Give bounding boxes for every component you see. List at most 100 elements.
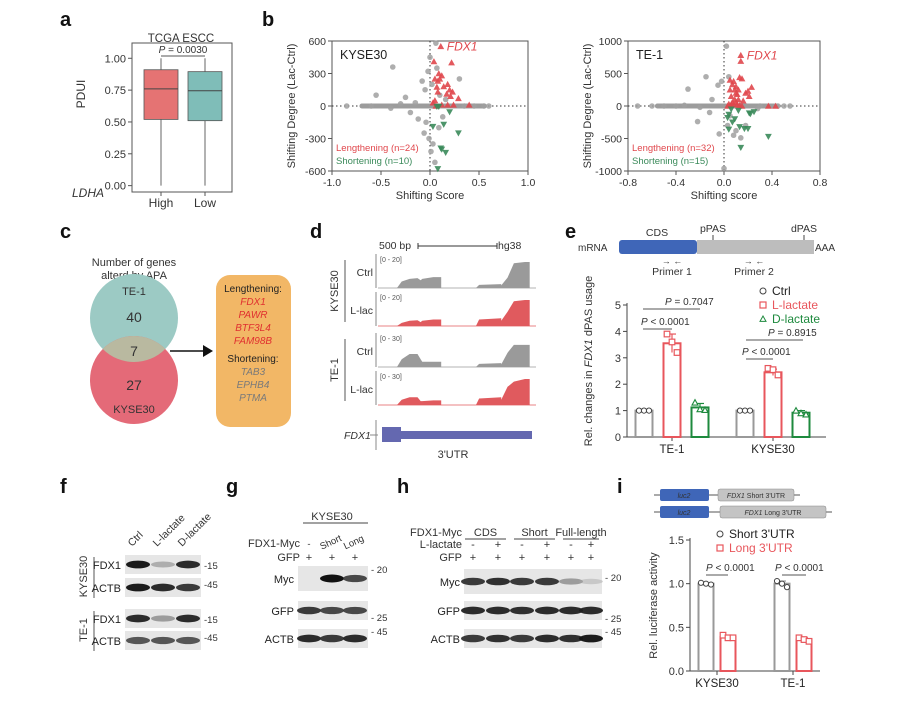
data-point: [697, 579, 705, 586]
data-point: [774, 371, 782, 379]
panel-b-te1-scatter: -1000 -500 0 500 1000 -0.8 -0.4 0.0 0.4 0.8 TE-1 FD…: [582, 36, 827, 202]
y-tick-label: 3: [615, 353, 621, 365]
point-lengthening: [444, 101, 452, 108]
x-tick-label: 0.4: [765, 177, 780, 189]
data-point: [729, 634, 737, 642]
data-point: [792, 406, 800, 414]
point-other: [673, 103, 679, 109]
gfp-value: +: [568, 552, 574, 564]
p-value-label: P < 0.0001: [706, 563, 755, 574]
legend-label: Long 3'UTR: [729, 541, 793, 555]
p-italic: P: [742, 347, 749, 358]
blot-label: ACTB: [92, 636, 121, 648]
lengthening-gene: BTF3L4: [235, 323, 271, 334]
data-point: [778, 580, 786, 587]
x-tick-label: -0.4: [667, 177, 685, 189]
point-other: [471, 103, 477, 109]
construct-long-luc2-label: luc2: [678, 510, 691, 517]
y-tick-label: 2: [615, 379, 621, 391]
point-other: [429, 81, 435, 88]
cell-line-label: TE-1: [636, 48, 663, 62]
construct-long-luc2: [660, 506, 709, 518]
point-lengthening: [465, 101, 473, 108]
y-tick-label: 0: [615, 432, 621, 444]
point-other: [389, 64, 396, 70]
l-lactate-value: +: [544, 539, 550, 551]
lengthening-gene: FDX1: [240, 297, 266, 308]
point-other: [421, 130, 427, 136]
point-shortening: [455, 130, 462, 137]
point-lengthening: [446, 86, 453, 93]
p-rest: = 0.7047: [672, 297, 714, 308]
construct-short-utr-label: FDX1 Short 3'UTR: [727, 493, 785, 500]
legend-shortening: Shortening (n=10): [336, 156, 412, 167]
panel-letter-d: d: [310, 221, 322, 243]
blot-actb-band: [126, 583, 150, 592]
point-other: [428, 148, 434, 155]
blot-actb-band: [151, 583, 175, 592]
blot-fdx1-band: [151, 561, 175, 568]
x-tick-label: TE-1: [781, 678, 806, 690]
x-tick-label: TE-1: [660, 444, 685, 456]
molecular-weight-marker: - 20: [605, 573, 621, 584]
x-tick-label: 0.0: [423, 177, 438, 189]
legend-marker: [716, 530, 724, 538]
blot-label: ACTB: [265, 634, 294, 646]
p-italic: P: [665, 297, 672, 308]
region-label: 3'UTR: [438, 449, 469, 461]
point-shortening: [435, 103, 443, 110]
point-shortening: [725, 126, 733, 133]
bar-l-lactate: [662, 342, 682, 438]
blot-fdx1-band: [151, 615, 175, 622]
legend-label: Short 3'UTR: [729, 527, 795, 541]
point-lengthening: [436, 75, 444, 82]
point-other: [703, 73, 709, 80]
data-point: [783, 584, 791, 591]
p-italic: P: [768, 328, 775, 339]
data-point: [805, 637, 813, 645]
molecular-weight-marker: - 25: [605, 614, 621, 625]
cell-line-label: KYSE30: [311, 511, 353, 523]
blot-label: GFP: [437, 606, 460, 618]
bar-long-3-utr: [719, 635, 737, 673]
point-other: [368, 103, 375, 109]
data-point: [673, 349, 681, 356]
point-other: [412, 99, 419, 106]
panel-a-title: TCGA ESCC: [148, 33, 214, 45]
point-lengthening: [739, 97, 747, 104]
p-rest: < 0.0001: [782, 563, 824, 574]
point-lengthening: [737, 57, 745, 64]
x-tick-label: KYSE30: [751, 444, 794, 456]
point-other: [481, 103, 487, 109]
point-lengthening: [437, 43, 445, 50]
row-label-fdx1-myc: FDX1-Myc: [410, 527, 462, 539]
blot-actb-band: [535, 634, 559, 643]
y-tick-label: 0.0: [669, 666, 684, 678]
y-tick-label: 500: [604, 69, 622, 81]
y-label-part: FDX1: [583, 339, 595, 367]
point-lengthening: [729, 81, 736, 88]
point-shortening: [747, 111, 754, 118]
construct-short-luc2: [660, 489, 709, 501]
data-point: [691, 398, 699, 406]
point-shortening: [446, 109, 453, 116]
point-other: [419, 78, 425, 84]
x-tick-label: -0.8: [619, 177, 637, 189]
l-lactate-value: -: [471, 539, 475, 551]
blot-actb-band: [126, 636, 150, 645]
primer1-arrows: → ←: [662, 256, 683, 266]
data-point: [663, 330, 671, 338]
bar-short-3-utr: [697, 582, 715, 673]
blot-fdx1-band: [176, 560, 200, 569]
primer1-label: Primer 1: [652, 266, 692, 278]
panel-b-kyse30-scatter: -600 -300 0 300 600 -1.0 -0.5 0.0 0.5 1.0 KYSE30 FD…: [286, 36, 535, 202]
y-tick-label: 1.0: [669, 579, 684, 591]
point-lengthening: [738, 102, 746, 109]
point-other: [430, 141, 436, 147]
p-italic: P: [706, 563, 713, 574]
panel-letter-g: g: [226, 476, 238, 498]
panel-e-bar-chart: 0 1 2 3 4 5 Rel. changes in FDX1 dPAS usage TE-…: [583, 276, 826, 456]
track-range: [0 - 20]: [380, 295, 402, 302]
point-other: [426, 135, 432, 142]
